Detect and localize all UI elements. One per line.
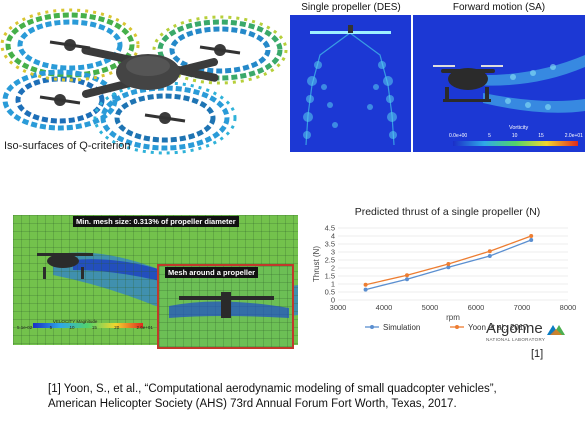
velocity-tick: 5.1e-02 — [17, 325, 33, 330]
data-point — [487, 249, 492, 254]
x-tick-label: 5000 — [422, 303, 439, 312]
velocity-tick: 15 — [91, 325, 97, 330]
y-tick-label: 1 — [331, 280, 335, 289]
y-tick-label: 2 — [331, 264, 335, 273]
argonne-logo: Argonne NATIONAL LABORATORY — [486, 320, 581, 342]
data-point — [405, 273, 409, 278]
q-criterion-caption: Iso-surfaces of Q-criterion — [4, 140, 131, 152]
argonne-subtitle: NATIONAL LABORATORY — [486, 337, 546, 342]
y-tick-label: 3.5 — [325, 240, 335, 249]
y-tick-label: 4 — [331, 232, 335, 241]
x-axis-label: rpm — [446, 313, 460, 322]
des-panel — [290, 15, 411, 152]
argonne-logo-icon — [546, 324, 565, 335]
panel-title-sa: Forward motion (SA) — [452, 2, 546, 13]
panel-title-des: Single propeller (DES) — [301, 2, 401, 13]
y-tick-label: 0 — [331, 296, 335, 305]
legend-marker — [455, 325, 459, 329]
argonne-wordmark: Argonne — [486, 320, 543, 337]
series-line — [365, 235, 532, 286]
chart-ref-marker: [1] — [531, 348, 544, 360]
q-criterion-image — [0, 8, 288, 155]
vorticity-colorbar-ticks: 0.0e+00 5 10 15 2.0e+01 — [449, 133, 583, 139]
chart-axes: 00.511.522.533.544.5 3000 4000 5000 6000 7000… — [312, 224, 576, 323]
velocity-colorbar-title: VELOCITY Magnitude — [53, 319, 98, 324]
legend-marker — [370, 325, 374, 329]
x-tick-label: 6000 — [468, 303, 485, 312]
y-tick-label: 1.5 — [325, 272, 335, 281]
velocity-tick: 20 — [114, 325, 120, 330]
reference-line-2: American Helicopter Society (AHS) 73rd A… — [48, 398, 457, 410]
y-tick-label: 0.5 — [325, 288, 335, 297]
vorticity-tick: 10 — [511, 133, 518, 139]
data-point — [446, 265, 451, 270]
vorticity-tick: 0.0e+00 — [449, 133, 468, 139]
sa-panel: Vorticity 0.0e+00 5 10 15 2.0e+01 — [413, 15, 585, 152]
vorticity-tick: 15 — [538, 133, 544, 139]
mesh-inset: Mesh around a propeller — [157, 264, 294, 349]
y-tick-label: 2.5 — [325, 256, 335, 265]
reference-line-1: [1] Yoon, S., et al., “Computational aer… — [48, 383, 497, 395]
y-tick-label: 4.5 — [325, 224, 335, 233]
velocity-tick: 2.6e+01 — [136, 325, 153, 330]
y-tick-label: 3 — [331, 248, 335, 257]
data-point — [363, 287, 368, 292]
reference-text: [1] Yoon, S., et al., “Computational aer… — [48, 382, 578, 412]
vorticity-tick: 2.0e+01 — [564, 133, 583, 139]
chart-series — [363, 234, 534, 292]
data-point — [529, 234, 534, 238]
mesh-size-label: Min. mesh size: 0.313% of propeller diam… — [73, 216, 239, 227]
vorticity-tick: 5 — [488, 133, 491, 139]
data-point — [405, 277, 409, 282]
data-point — [487, 254, 492, 258]
chart-title: Predicted thrust of a single propeller (… — [354, 206, 541, 218]
y-axis-label: Thrust (N) — [312, 246, 321, 282]
x-tick-label: 3000 — [330, 303, 347, 312]
des-vorticity-image — [290, 15, 411, 152]
vorticity-colorbar-title: Vorticity — [509, 125, 529, 131]
velocity-tick: 10 — [69, 325, 75, 330]
legend-label: Yoon et al., 2017 — [468, 323, 528, 332]
x-tick-label: 8000 — [560, 303, 577, 312]
thrust-chart: 00.511.522.533.544.5 3000 4000 5000 6000 7000… — [312, 224, 576, 333]
legend-label: Simulation — [383, 323, 420, 332]
mesh-inset-image — [159, 266, 292, 347]
q-criterion-figure — [0, 0, 290, 165]
data-point — [363, 282, 368, 287]
chart-legend: Simulation Yoon et al., 2017 — [365, 323, 528, 332]
x-tick-label: 7000 — [514, 303, 531, 312]
velocity-tick: 5 — [49, 325, 53, 330]
sa-vorticity-image — [413, 15, 585, 152]
mesh-inset-label: Mesh around a propeller — [165, 267, 259, 278]
data-point — [529, 238, 534, 242]
chart-gridlines — [338, 227, 568, 301]
velocity-colorbar-ticks: 5.1e-02 5 10 15 20 2.6e+01 — [17, 325, 153, 330]
x-tick-label: 4000 — [376, 303, 393, 312]
data-point — [446, 262, 451, 266]
